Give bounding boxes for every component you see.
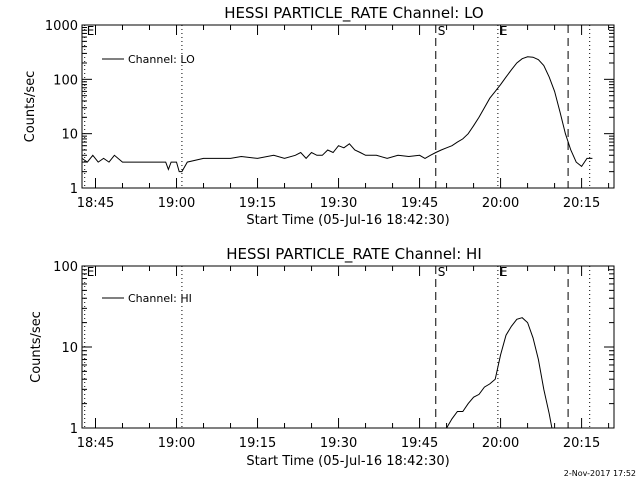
- legend-label: Channel: LO: [128, 53, 195, 66]
- event-marker-label: E: [87, 24, 95, 38]
- x-tick-label: 19:45: [401, 196, 438, 211]
- y-tick-label: 100: [53, 73, 78, 88]
- lo-channel-panel: HESSI PARTICLE_RATE Channel: LO 1 10 100 100…: [23, 4, 615, 228]
- x-tick-label: 20:15: [563, 436, 600, 451]
- y-axis-label: Counts/sec: [23, 71, 38, 143]
- y-tick-label: 10: [61, 341, 78, 356]
- x-tick-label: 19:30: [320, 196, 357, 211]
- data-series-line: [81, 56, 593, 173]
- x-tick-label: 20:00: [482, 436, 519, 451]
- data-series-line: [446, 317, 553, 429]
- plot-frame: [81, 24, 615, 189]
- y-tick-label: 10: [61, 128, 78, 143]
- hi-channel-panel: HESSI PARTICLE_RATE Channel: HI 1 10 100 18:…: [29, 245, 615, 469]
- y-tick-label: 1: [70, 182, 78, 197]
- x-tick-label: 19:45: [401, 436, 438, 451]
- event-marker-label: S: [438, 24, 446, 38]
- x-tick-label: 20:00: [482, 196, 519, 211]
- chart-title: HESSI PARTICLE_RATE Channel: HI: [226, 245, 482, 264]
- x-axis-label: Start Time (05-Jul-16 18:42:30): [246, 454, 449, 469]
- x-tick-label: 18:45: [77, 436, 114, 451]
- x-axis-label: Start Time (05-Jul-16 18:42:30): [246, 213, 449, 228]
- x-tick-label: 19:15: [239, 196, 276, 211]
- y-tick-label: 1: [70, 422, 78, 437]
- x-tick-label: 20:15: [563, 196, 600, 211]
- x-tick-label: 19:30: [320, 436, 357, 451]
- x-tick-label: 19:15: [239, 436, 276, 451]
- event-marker-label: E: [500, 265, 508, 279]
- plot-frame: [81, 265, 615, 429]
- y-axis-label: Counts/sec: [29, 311, 44, 383]
- y-tick-label: 1000: [45, 19, 78, 34]
- event-marker-label: E: [500, 24, 508, 38]
- x-tick-label: 18:45: [77, 196, 114, 211]
- x-tick-label: 19:00: [158, 436, 195, 451]
- event-marker-label: S: [438, 265, 446, 279]
- event-marker-label: E: [87, 265, 95, 279]
- legend-label: Channel: HI: [128, 292, 192, 305]
- x-tick-label: 19:00: [158, 196, 195, 211]
- footer-timestamp: 2-Nov-2017 17:52: [564, 469, 636, 478]
- y-tick-label: 100: [53, 260, 78, 275]
- chart-title: HESSI PARTICLE_RATE Channel: LO: [224, 4, 483, 23]
